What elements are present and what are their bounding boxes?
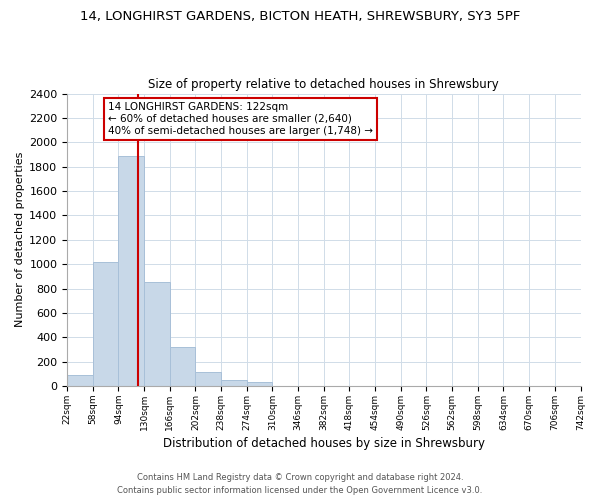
Text: 14 LONGHIRST GARDENS: 122sqm
← 60% of detached houses are smaller (2,640)
40% of: 14 LONGHIRST GARDENS: 122sqm ← 60% of de… — [108, 102, 373, 136]
Bar — [118, 156, 144, 386]
Y-axis label: Number of detached properties: Number of detached properties — [15, 152, 25, 328]
Bar — [221, 380, 247, 386]
Text: 14, LONGHIRST GARDENS, BICTON HEATH, SHREWSBURY, SY3 5PF: 14, LONGHIRST GARDENS, BICTON HEATH, SHR… — [80, 10, 520, 23]
X-axis label: Distribution of detached houses by size in Shrewsbury: Distribution of detached houses by size … — [163, 437, 485, 450]
Bar — [247, 382, 272, 386]
Bar — [196, 372, 221, 386]
Title: Size of property relative to detached houses in Shrewsbury: Size of property relative to detached ho… — [148, 78, 499, 91]
Bar — [93, 262, 118, 386]
Bar — [144, 282, 170, 386]
Bar — [170, 347, 196, 386]
Text: Contains HM Land Registry data © Crown copyright and database right 2024.
Contai: Contains HM Land Registry data © Crown c… — [118, 474, 482, 495]
Bar — [67, 375, 93, 386]
